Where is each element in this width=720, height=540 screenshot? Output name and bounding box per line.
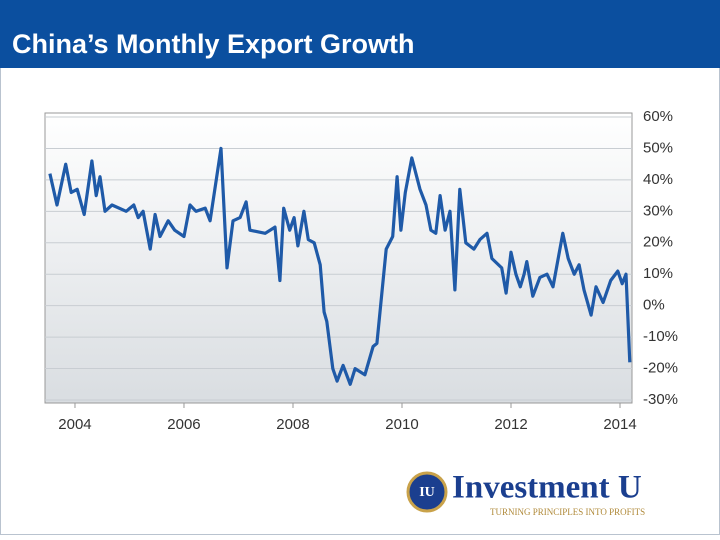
x-tick-label: 2008 [276, 416, 309, 433]
logo: IU Investment U TURNING PRINCIPLES INTO … [406, 470, 645, 517]
x-tick-label: 2014 [603, 416, 636, 433]
x-tick-label: 2004 [58, 416, 91, 433]
y-tick-label: 50% [643, 139, 673, 156]
y-tick-label: 40% [643, 171, 673, 188]
x-tick-label: 2012 [494, 416, 527, 433]
y-tick-label: -10% [643, 328, 678, 345]
y-tick-label: 0% [643, 297, 665, 314]
y-tick-label: -30% [643, 391, 678, 408]
plot-area [44, 112, 633, 404]
y-tick-label: 10% [643, 265, 673, 282]
x-tick-label: 2006 [167, 416, 200, 433]
logo-tagline: TURNING PRINCIPLES INTO PROFITS [490, 507, 645, 517]
x-tick-label: 2010 [385, 416, 418, 433]
chart-title: China’s Monthly Export Growth [12, 29, 415, 59]
data-line [48, 146, 632, 386]
y-tick-label: 60% [643, 108, 673, 125]
y-tick-label: -20% [643, 360, 678, 377]
logo-name: Investment U [452, 470, 642, 506]
y-tick-label: 20% [643, 234, 673, 251]
header-bar [0, 0, 720, 68]
logo-badge-text: IU [419, 485, 435, 500]
logo-badge [406, 471, 448, 513]
y-tick-label: 30% [643, 202, 673, 219]
